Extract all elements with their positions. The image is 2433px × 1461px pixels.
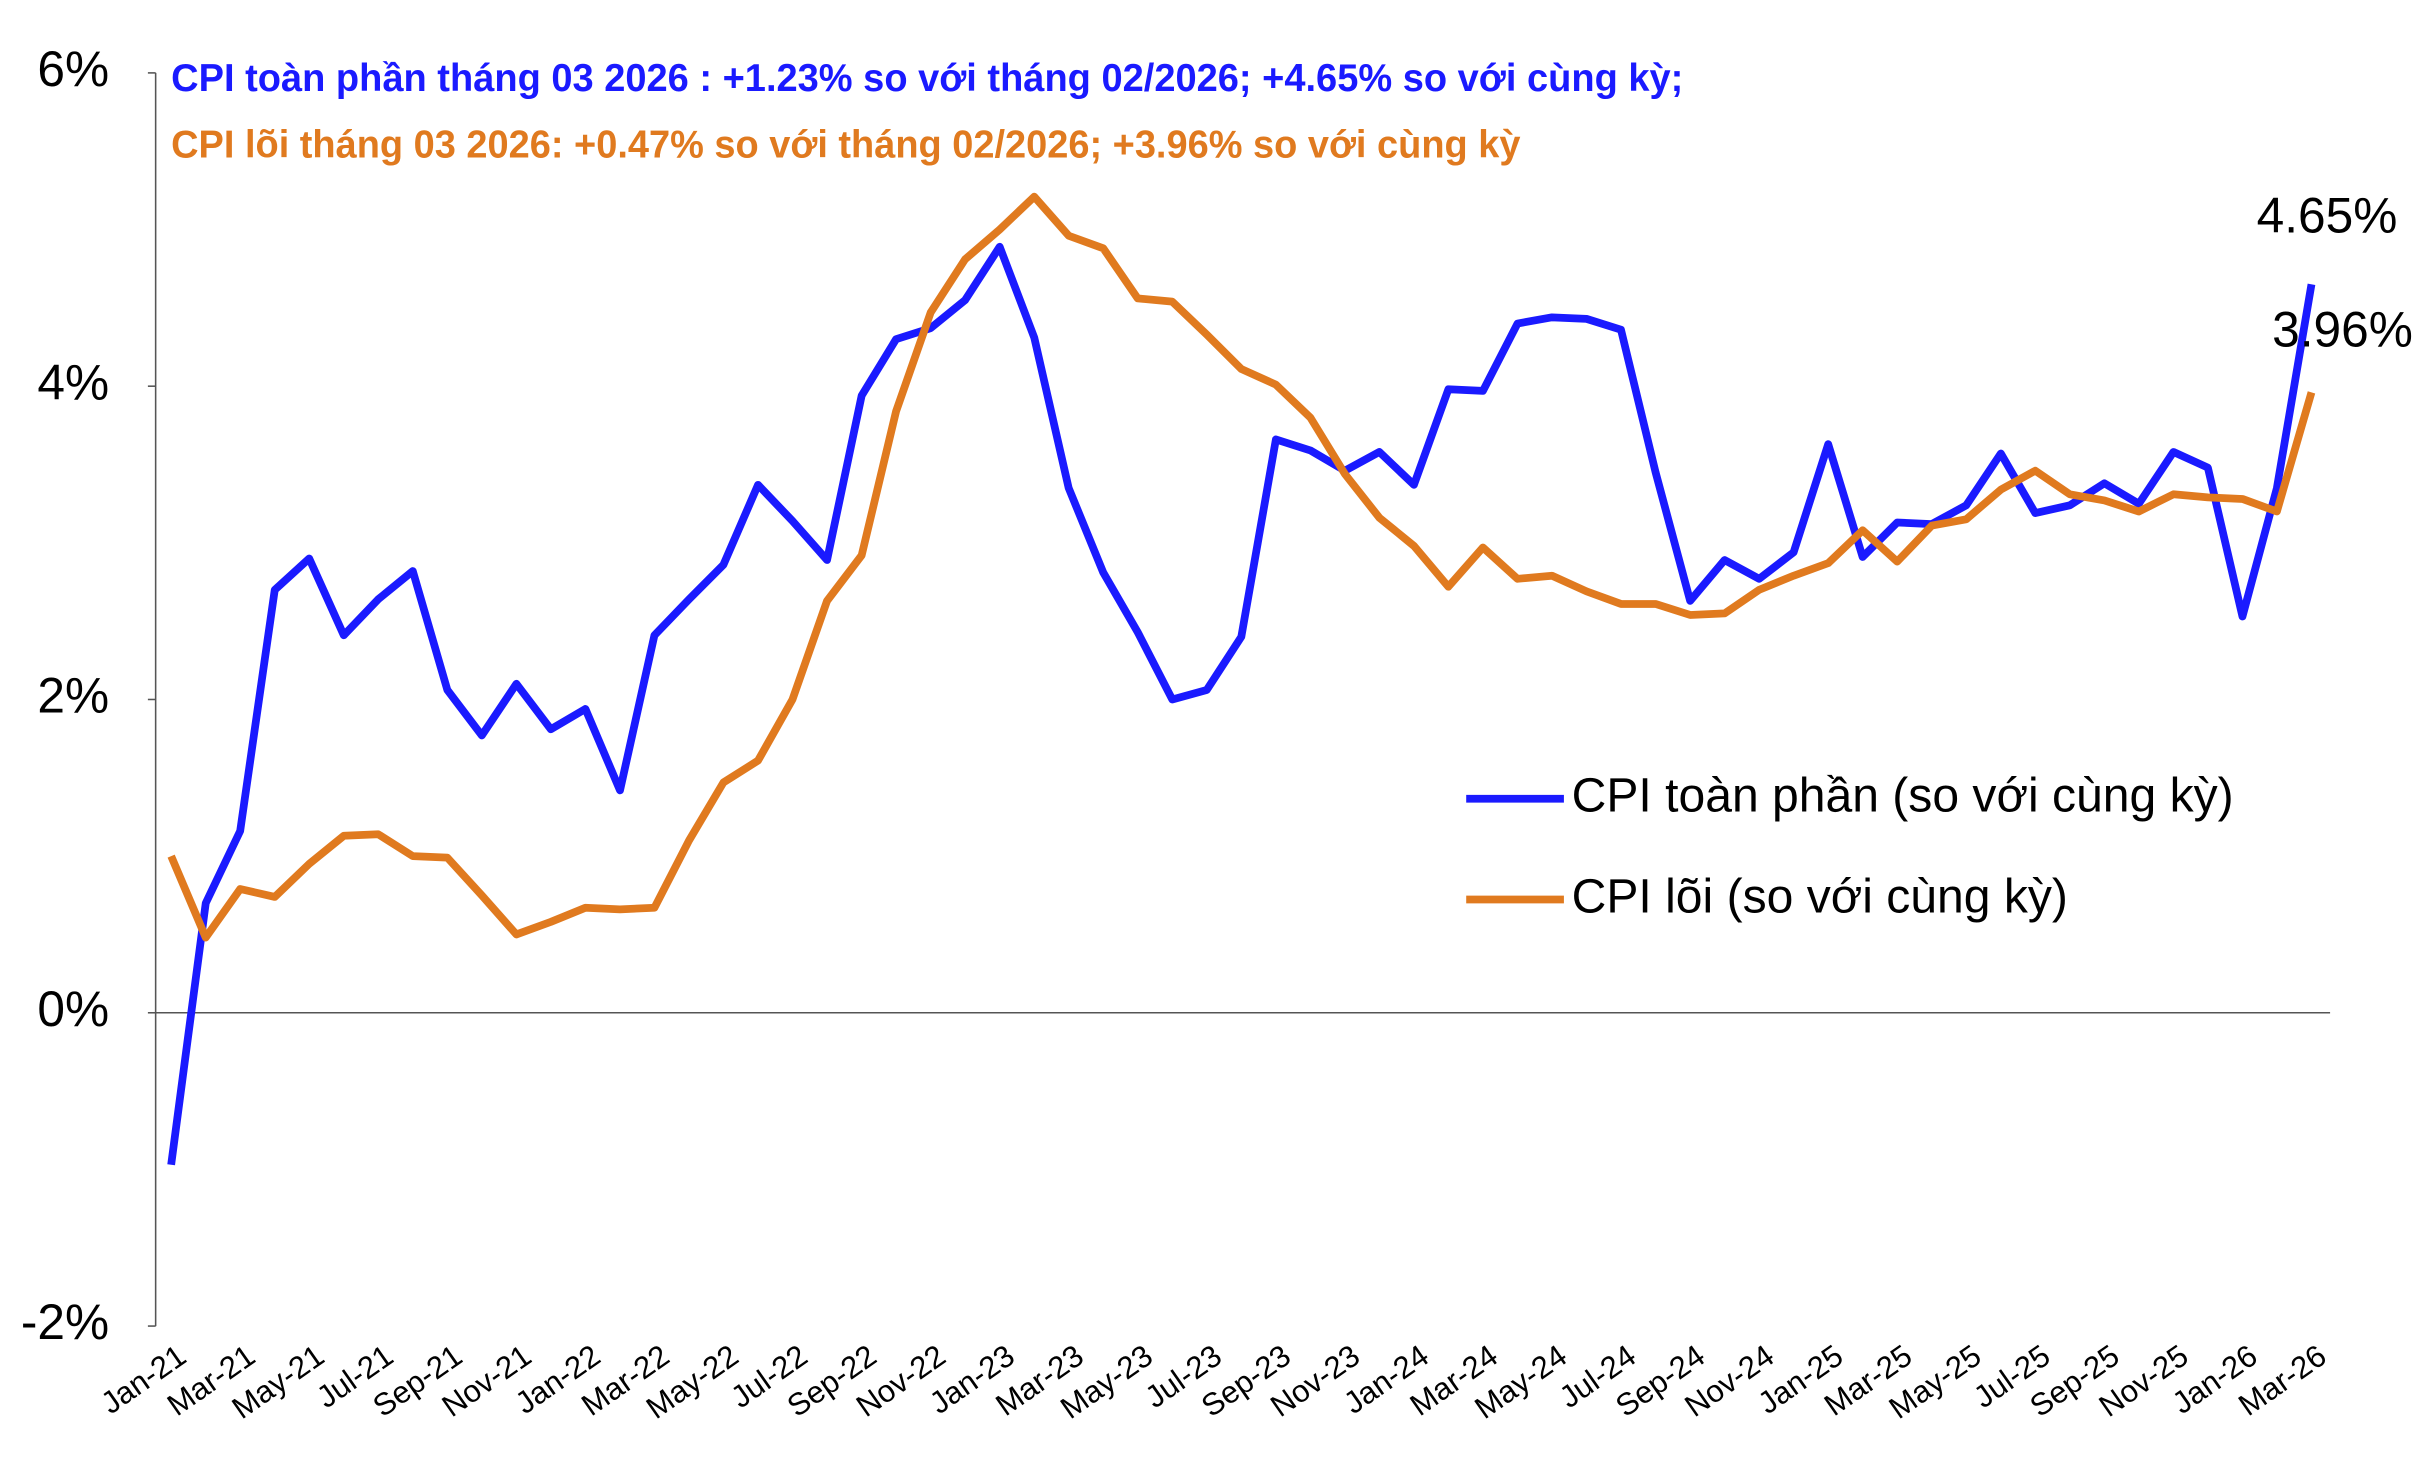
legend-label: CPI toàn phần (so với cùng kỳ) xyxy=(1572,768,2234,822)
y-tick-label: -2% xyxy=(21,1294,109,1350)
series-line xyxy=(167,242,2316,1166)
y-tick-label: 6% xyxy=(37,41,109,97)
data-label: 4.65% xyxy=(2257,187,2398,243)
y-tick-label: 0% xyxy=(37,981,109,1037)
series-line xyxy=(167,192,2316,942)
y-tick-label: 4% xyxy=(37,354,109,410)
annotation: CPI toàn phần tháng 03 2026 : +1.23% so … xyxy=(171,57,1683,100)
data-label: 3.96% xyxy=(2272,302,2413,358)
annotation: CPI lõi tháng 03 2026: +0.47% so với thá… xyxy=(171,124,1521,167)
y-tick-label: 2% xyxy=(37,668,109,724)
legend-label: CPI lõi (so với cùng kỳ) xyxy=(1572,869,2068,923)
